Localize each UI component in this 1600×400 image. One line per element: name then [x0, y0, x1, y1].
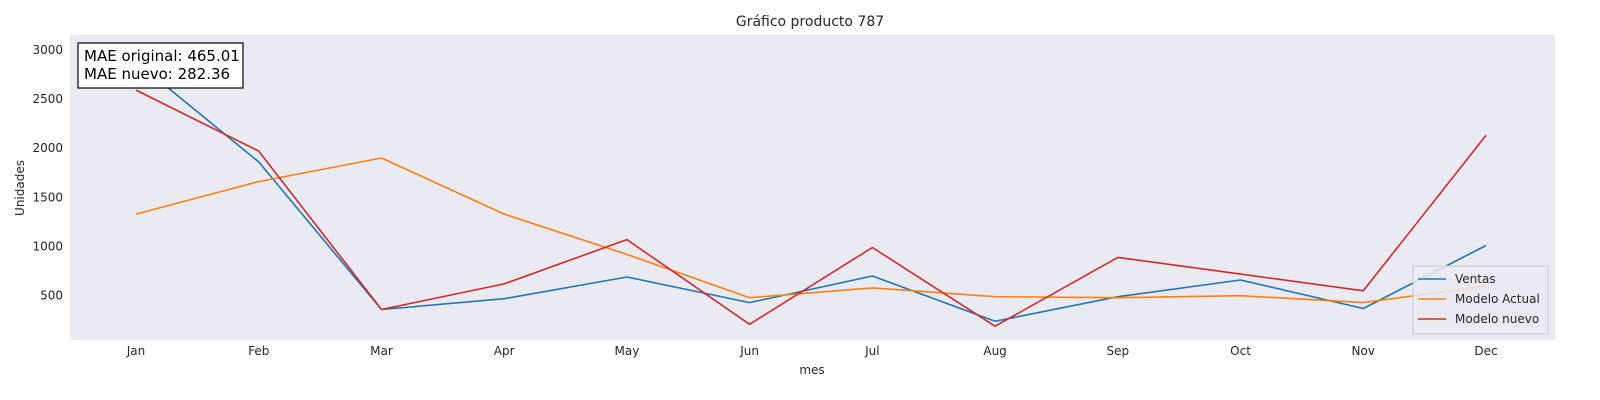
- legend-label: Ventas: [1455, 272, 1496, 286]
- x-tick-label: Mar: [370, 344, 393, 358]
- x-tick-label: Feb: [248, 344, 269, 358]
- x-axis-title: mes: [799, 363, 824, 377]
- x-tick-label: Apr: [494, 344, 515, 358]
- x-tick-label: Oct: [1230, 344, 1251, 358]
- y-tick-label: 1000: [32, 240, 63, 254]
- legend-label: Modelo nuevo: [1455, 312, 1539, 326]
- annotation-line-1: MAE original: 465.01: [84, 47, 240, 65]
- legend-label: Modelo Actual: [1455, 292, 1540, 306]
- y-tick-label: 500: [40, 289, 63, 303]
- x-tick-label: Aug: [983, 344, 1006, 358]
- annotation-box: MAE original: 465.01 MAE nuevo: 282.36: [77, 42, 244, 89]
- y-tick-label: 2000: [32, 141, 63, 155]
- x-ticks: Jan Feb Mar Apr May Jun Jul Aug Sep Oct Nov Dec: [126, 344, 1498, 358]
- x-tick-label: Jul: [864, 344, 879, 358]
- x-tick-label: Jun: [739, 344, 759, 358]
- legend: Ventas Modelo Actual Modelo nuevo: [1412, 265, 1549, 335]
- y-tick-label: 3000: [32, 43, 63, 57]
- plot-area: [70, 35, 1555, 340]
- x-tick-label: Dec: [1474, 344, 1497, 358]
- annotation-line-2: MAE nuevo: 282.36: [84, 65, 230, 83]
- y-axis-title: Unidades: [13, 160, 27, 216]
- x-tick-label: Jan: [126, 344, 146, 358]
- legend-frame: [1412, 265, 1549, 335]
- chart-title: Gráfico producto 787: [736, 14, 884, 30]
- series-line-2: [135, 157, 1487, 304]
- y-ticks: 500 1000 1500 2000 2500 3000: [32, 43, 63, 303]
- x-tick-label: Sep: [1107, 344, 1130, 358]
- y-tick-label: 2500: [32, 92, 63, 106]
- y-tick-label: 1500: [32, 190, 63, 204]
- x-tick-label: May: [615, 344, 640, 358]
- series-lines: [135, 60, 1487, 328]
- series-line-1: [135, 60, 1487, 323]
- x-tick-label: Nov: [1352, 344, 1375, 358]
- series-line-3: [135, 89, 1487, 328]
- annotation-frame: [77, 42, 244, 89]
